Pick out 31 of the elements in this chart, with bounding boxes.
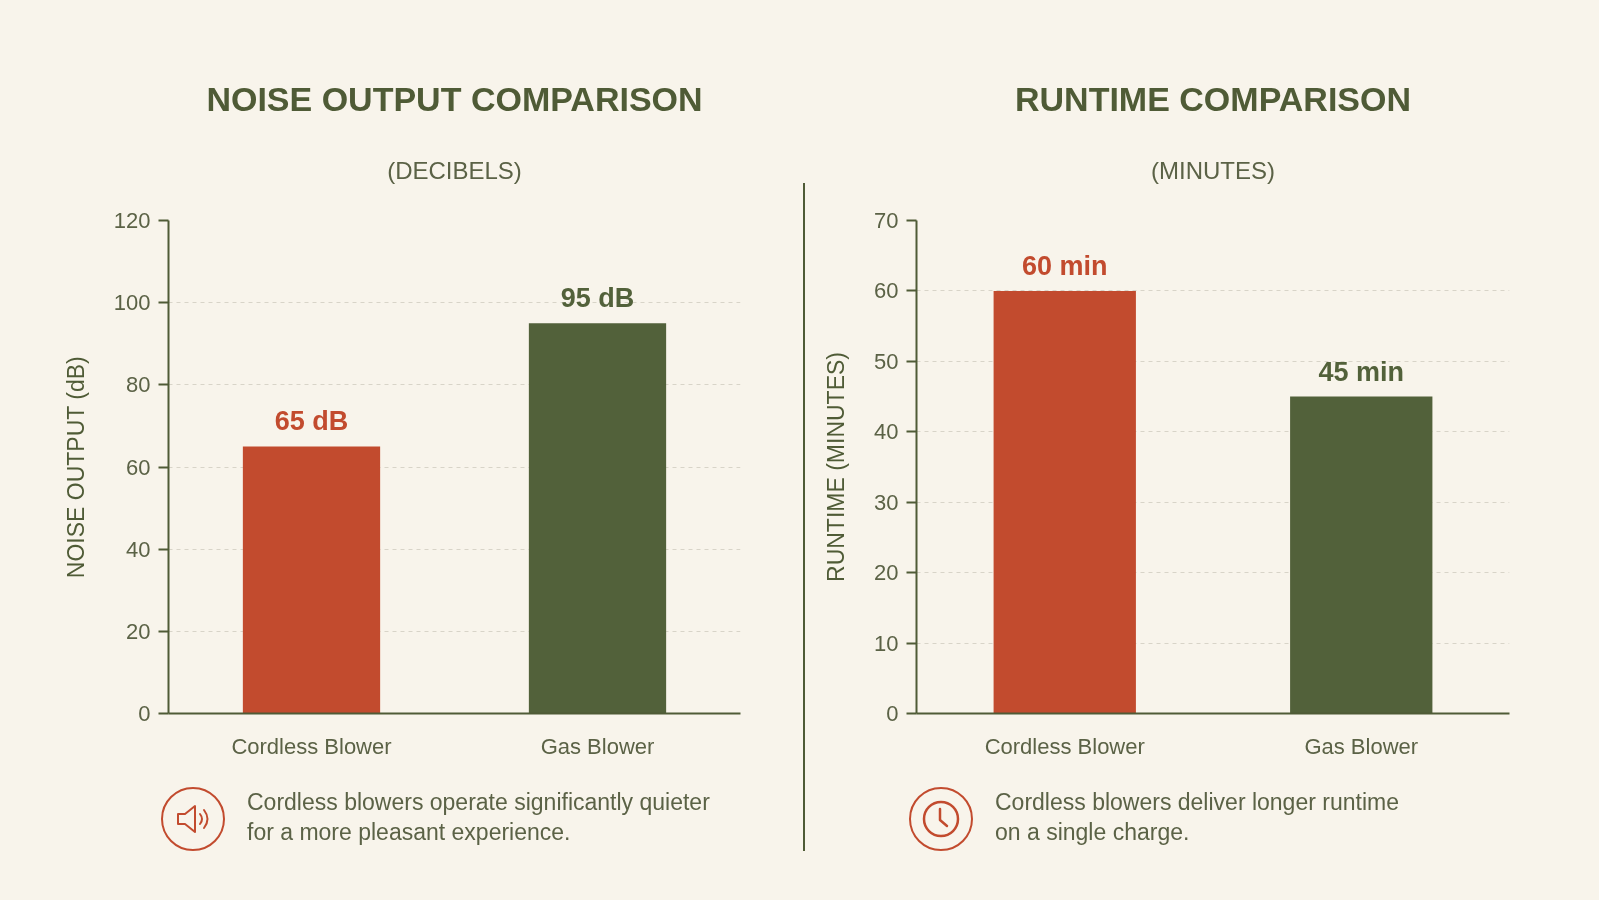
chart-subtitle: (MINUTES) <box>1151 156 1275 184</box>
x-tick-label: Cordless Blower <box>231 733 392 759</box>
data-label: 60 min <box>1021 250 1108 281</box>
y-tick-label: 120 <box>113 208 151 233</box>
x-tick-label: Cordless Blower <box>984 733 1145 759</box>
chart-title: RUNTIME COMPARISON <box>1014 79 1412 118</box>
chart-subtitle: (DECIBELS) <box>387 156 522 184</box>
y-tick-label: 50 <box>874 348 899 374</box>
data-label: 45 min <box>1318 356 1405 387</box>
text: Cordless blowers deliver longer runtime on a single charge. <box>995 788 1400 847</box>
y-tick-label: 40 <box>874 419 899 445</box>
y-axis-title: NOISE OUTPUT (dB) <box>62 356 89 579</box>
y-tick-label: 70 <box>874 208 899 233</box>
y-tick-label: 80 <box>126 372 151 398</box>
text: Cordless blowers operate significantly quieter for a more pleasant experience. <box>247 788 711 847</box>
y-tick-label: 20 <box>874 560 899 586</box>
y-tick-label: 0 <box>886 701 899 726</box>
data-label: 95 dB <box>560 283 635 314</box>
y-axis-title: RUNTIME (MINUTES) <box>823 352 850 582</box>
y-tick-label: 60 <box>874 278 899 304</box>
y-tick-label: 20 <box>126 618 151 644</box>
x-tick-label: Gas Blower <box>1304 733 1419 759</box>
y-tick-label: 0 <box>138 701 151 726</box>
chart-title: NOISE OUTPUT COMPARISON <box>206 79 703 118</box>
x-tick-label: Gas Blower <box>540 733 655 759</box>
y-tick-label: 60 <box>126 454 151 480</box>
y-tick-label: 100 <box>113 290 151 316</box>
y-tick-label: 40 <box>126 536 151 562</box>
data-label: 65 dB <box>274 406 349 437</box>
y-tick-label: 10 <box>874 630 899 656</box>
y-tick-label: 30 <box>874 489 899 515</box>
